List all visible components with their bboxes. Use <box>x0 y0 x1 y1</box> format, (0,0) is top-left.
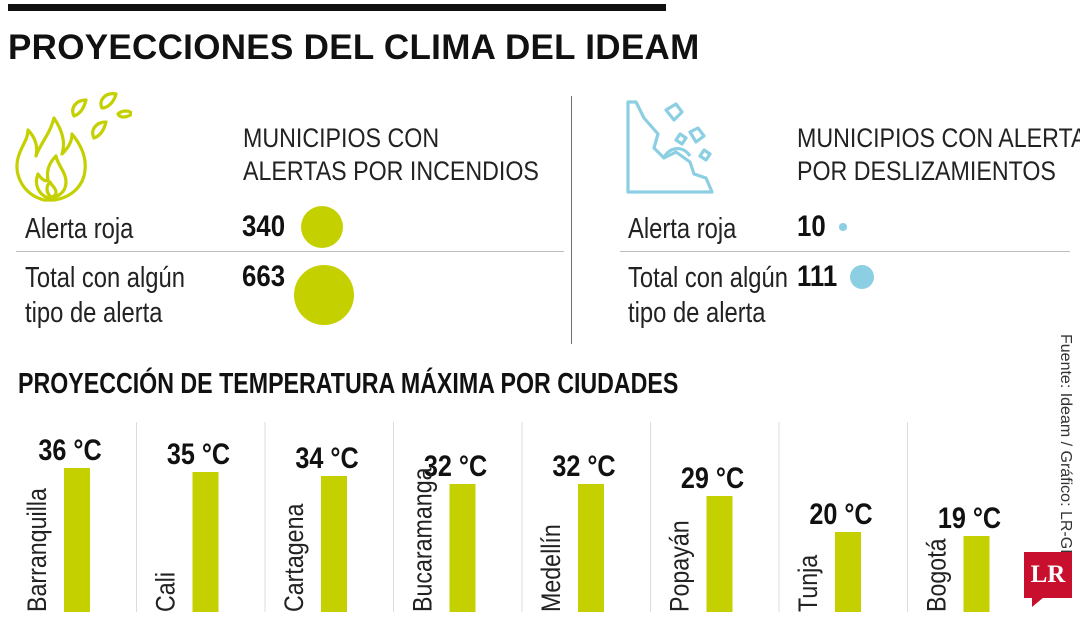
city-label: Cali <box>151 572 181 612</box>
fires-heading: MUNICIPIOS CON ALERTAS POR INCENDIOS <box>243 122 539 188</box>
temperature-value-label: 35 °C <box>167 437 230 471</box>
temperature-value-label: 36 °C <box>38 433 101 467</box>
landslides-red-label: Alerta roja <box>628 212 736 247</box>
landslides-total-label: Total con algún tipo de alerta <box>628 261 788 331</box>
temperature-bar <box>706 496 733 612</box>
temperature-value-label: 32 °C <box>552 449 615 483</box>
fires-total-label-line1: Total con algún <box>25 262 185 294</box>
temperature-value-label: 19 °C <box>938 501 1001 535</box>
city-label: Barranquilla <box>22 488 52 612</box>
temperature-bar <box>835 532 861 612</box>
temperature-value-label: 34 °C <box>295 441 358 475</box>
landslide-icon <box>626 100 714 194</box>
landslides-heading: MUNICIPIOS CON ALERTAS POR DESLIZAMIENTO… <box>797 122 1080 188</box>
fires-total-circle <box>294 265 354 325</box>
temperature-bar <box>321 476 347 612</box>
city-label: Bogotá <box>922 538 952 612</box>
fires-row-divider <box>16 251 564 252</box>
landslides-red-circle <box>839 223 847 231</box>
fires-red-circle <box>300 205 344 249</box>
fire-icon <box>15 92 132 202</box>
landslides-total-circle <box>849 264 875 290</box>
landslides-total-label-line2: tipo de alerta <box>628 297 766 329</box>
temperature-value-label: 32 °C <box>424 449 487 483</box>
landslides-red-value: 10 <box>797 210 826 243</box>
landslides-total-label-line1: Total con algún <box>628 262 788 294</box>
temperature-chart-title: PROYECCIÓN DE TEMPERATURA MÁXIMA POR CIU… <box>18 368 679 400</box>
landslides-total-value: 111 <box>797 260 838 293</box>
section-divider <box>571 96 572 344</box>
fires-total-value: 663 <box>242 260 286 293</box>
temperature-value-label: 20 °C <box>809 497 872 531</box>
fires-red-label-text: Alerta roja <box>25 213 134 245</box>
temperature-bar <box>963 536 990 612</box>
top-rule <box>8 4 666 11</box>
fires-total-label: Total con algún tipo de alerta <box>25 261 185 331</box>
fires-red-value: 340 <box>242 210 286 243</box>
fires-total-label-line2: tipo de alerta <box>25 297 163 329</box>
fires-red-label: Alerta roja <box>25 212 133 247</box>
city-label: Popayán <box>665 520 695 612</box>
city-label: Bucaramanga <box>408 467 438 612</box>
fires-heading-line1: MUNICIPIOS CON <box>243 123 440 153</box>
city-label: Tunja <box>793 555 823 612</box>
temperature-bar <box>449 484 476 612</box>
city-label: Medellín <box>536 524 566 612</box>
fires-heading-line2: ALERTAS POR INCENDIOS <box>243 156 539 186</box>
source-credit: Fuente: Ideam / Gráfico: LR-GR <box>1057 334 1074 561</box>
temperature-bar <box>192 472 219 612</box>
page-title: PROYECCIONES DEL CLIMA DEL IDEAM <box>8 28 700 67</box>
temperature-bar <box>64 468 90 612</box>
city-label: Cartagena <box>279 504 309 612</box>
landslides-heading-line1: MUNICIPIOS CON ALERTAS <box>797 123 1080 153</box>
temperature-value-label: 29 °C <box>681 461 744 495</box>
landslides-heading-line2: POR DESLIZAMIENTOS <box>797 156 1056 186</box>
landslides-row-divider <box>620 251 1070 252</box>
landslides-red-label-text: Alerta roja <box>628 213 737 245</box>
temperature-bar <box>578 484 604 612</box>
lr-logo: LR <box>1024 552 1072 607</box>
